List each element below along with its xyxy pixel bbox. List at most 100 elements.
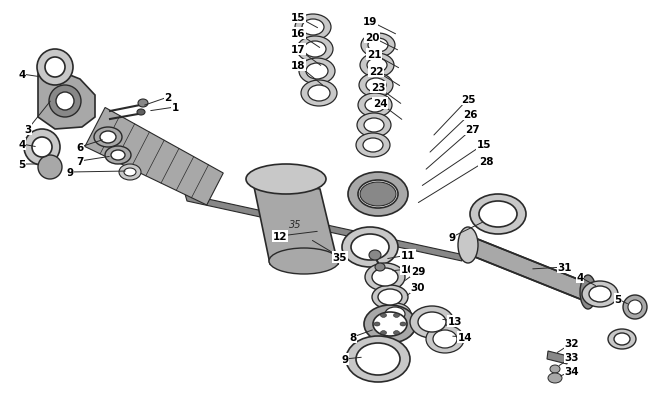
- Ellipse shape: [358, 94, 392, 118]
- Ellipse shape: [299, 59, 335, 85]
- Text: 10: 10: [401, 264, 415, 274]
- Text: 20: 20: [365, 33, 379, 43]
- Ellipse shape: [308, 86, 330, 102]
- Ellipse shape: [385, 307, 405, 321]
- Text: 31: 31: [558, 262, 572, 272]
- Ellipse shape: [302, 20, 324, 36]
- Ellipse shape: [356, 134, 390, 158]
- Ellipse shape: [391, 323, 409, 335]
- Text: 7: 7: [76, 157, 84, 166]
- Text: 6: 6: [77, 143, 84, 153]
- Ellipse shape: [380, 331, 387, 335]
- Ellipse shape: [418, 312, 446, 332]
- Ellipse shape: [470, 194, 526, 234]
- Text: 19: 19: [363, 17, 377, 27]
- Ellipse shape: [45, 58, 65, 78]
- Ellipse shape: [56, 93, 74, 111]
- Ellipse shape: [356, 343, 400, 375]
- Text: 5: 5: [18, 160, 25, 170]
- Text: 23: 23: [370, 83, 385, 93]
- Ellipse shape: [379, 303, 411, 325]
- Polygon shape: [85, 108, 223, 205]
- Text: 28: 28: [479, 157, 493, 166]
- Text: 14: 14: [458, 332, 473, 342]
- Text: 17: 17: [291, 45, 306, 55]
- Ellipse shape: [458, 228, 478, 263]
- Ellipse shape: [105, 147, 131, 164]
- Ellipse shape: [360, 54, 394, 78]
- Ellipse shape: [361, 34, 395, 58]
- Text: 2: 2: [164, 93, 172, 103]
- Ellipse shape: [94, 128, 122, 148]
- Ellipse shape: [49, 86, 81, 118]
- Ellipse shape: [269, 248, 339, 274]
- Ellipse shape: [433, 330, 457, 348]
- Text: 29: 29: [411, 266, 425, 276]
- Text: 8: 8: [349, 332, 357, 342]
- Ellipse shape: [365, 263, 405, 291]
- Text: 22: 22: [369, 67, 383, 77]
- Ellipse shape: [400, 322, 406, 326]
- Ellipse shape: [360, 183, 396, 207]
- Ellipse shape: [366, 79, 386, 93]
- Ellipse shape: [297, 37, 333, 63]
- Polygon shape: [465, 237, 590, 301]
- Ellipse shape: [548, 373, 562, 383]
- Polygon shape: [185, 194, 462, 261]
- Text: 1: 1: [172, 103, 179, 113]
- Text: 15: 15: [291, 13, 306, 23]
- Ellipse shape: [364, 305, 416, 343]
- Ellipse shape: [582, 281, 618, 307]
- Text: 27: 27: [465, 125, 479, 135]
- Ellipse shape: [368, 39, 388, 53]
- Text: 4: 4: [577, 272, 584, 282]
- Ellipse shape: [372, 285, 408, 309]
- Text: 5: 5: [614, 294, 621, 304]
- Text: 9: 9: [448, 232, 456, 243]
- Ellipse shape: [623, 295, 647, 319]
- Ellipse shape: [306, 64, 328, 80]
- Text: 12: 12: [273, 231, 287, 241]
- Text: 18: 18: [291, 61, 306, 71]
- Ellipse shape: [359, 74, 393, 98]
- Ellipse shape: [580, 275, 596, 309]
- Ellipse shape: [479, 202, 517, 228]
- Ellipse shape: [357, 114, 391, 138]
- Polygon shape: [252, 177, 338, 264]
- Ellipse shape: [119, 164, 141, 181]
- Ellipse shape: [137, 110, 145, 116]
- Text: 9: 9: [66, 168, 73, 177]
- Ellipse shape: [373, 312, 407, 336]
- Text: 16: 16: [291, 29, 306, 39]
- Ellipse shape: [628, 300, 642, 314]
- Ellipse shape: [386, 319, 414, 339]
- Text: 33: 33: [565, 352, 579, 362]
- Text: 13: 13: [448, 316, 462, 326]
- Ellipse shape: [24, 130, 60, 166]
- Text: 21: 21: [367, 50, 382, 60]
- Ellipse shape: [426, 325, 464, 353]
- Text: 35: 35: [289, 220, 301, 230]
- Text: 32: 32: [565, 338, 579, 348]
- Ellipse shape: [37, 50, 73, 86]
- Ellipse shape: [393, 331, 400, 335]
- Ellipse shape: [410, 306, 454, 338]
- Polygon shape: [547, 351, 568, 364]
- Ellipse shape: [365, 99, 385, 113]
- Ellipse shape: [32, 138, 52, 158]
- Ellipse shape: [364, 119, 384, 133]
- Ellipse shape: [614, 333, 630, 345]
- Ellipse shape: [295, 15, 331, 41]
- Text: 4: 4: [18, 140, 26, 149]
- Ellipse shape: [246, 164, 326, 194]
- Text: 15: 15: [476, 140, 491, 149]
- Ellipse shape: [363, 139, 383, 153]
- Ellipse shape: [369, 250, 381, 260]
- Text: 25: 25: [461, 95, 475, 105]
- Text: 30: 30: [411, 282, 425, 292]
- Ellipse shape: [374, 322, 380, 326]
- Ellipse shape: [372, 269, 398, 286]
- Ellipse shape: [608, 329, 636, 349]
- Ellipse shape: [378, 289, 402, 305]
- Ellipse shape: [589, 286, 611, 302]
